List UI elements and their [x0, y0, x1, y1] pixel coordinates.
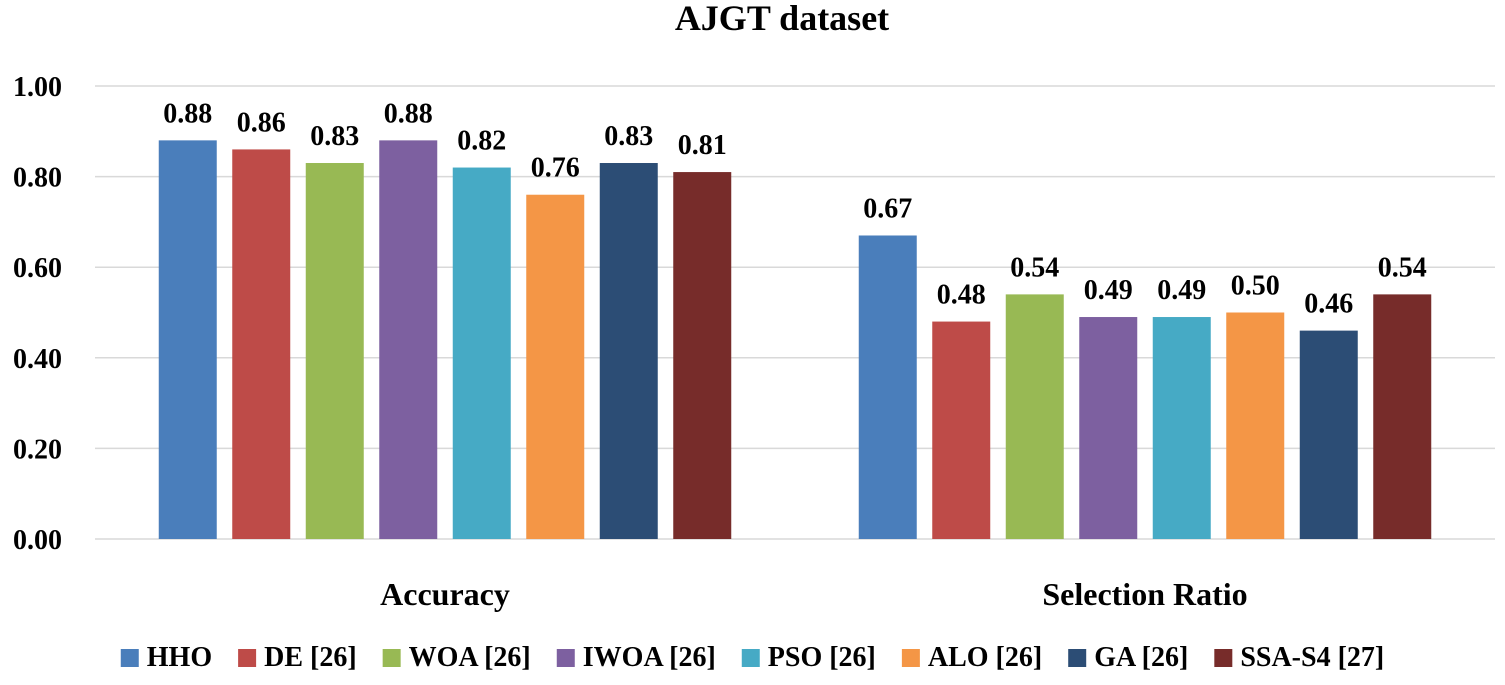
data-label: 0.67 — [863, 193, 912, 224]
legend-swatch — [741, 649, 760, 667]
grid — [95, 85, 1495, 540]
data-label: 0.81 — [678, 130, 727, 161]
legend-swatch — [382, 649, 401, 667]
legend-label: SSA-S4 [27] — [1240, 642, 1384, 673]
legend-item: WOA [26] — [382, 642, 531, 673]
legend-label: ALO [26] — [928, 642, 1042, 673]
legend: HHO DE [26] WOA [26] IWOA [26] PSO [26] ALO [… — [120, 642, 1384, 673]
data-label: 0.50 — [1231, 271, 1280, 302]
legend-label: PSO [26] — [768, 642, 876, 673]
legend-item: GA [26] — [1068, 642, 1188, 673]
legend-item: IWOA [26] — [556, 642, 716, 673]
legend-label: IWOA [26] — [583, 642, 716, 673]
data-label: 0.88 — [163, 98, 212, 129]
y-tick-label: 0.80 — [13, 163, 62, 194]
bar-ssa-s4-27-accuracy — [673, 172, 732, 539]
legend-swatch — [120, 649, 139, 667]
legend-swatch — [901, 649, 920, 667]
bar-woa-26-selection-ratio — [1005, 294, 1064, 539]
bar-ga-26-accuracy — [599, 163, 658, 539]
legend-swatch — [1214, 649, 1233, 667]
legend-item: HHO — [120, 642, 212, 673]
category-labels: Accuracy Selection Ratio — [380, 576, 1248, 612]
bar-pso-26-selection-ratio — [1152, 317, 1211, 539]
y-tick-label: 0.60 — [13, 253, 62, 284]
bar-ga-26-selection-ratio — [1299, 330, 1358, 539]
y-axis-ticks: 0.00 0.20 0.40 0.60 0.80 1.00 — [13, 72, 62, 556]
data-label: 0.86 — [237, 107, 286, 138]
data-label: 0.88 — [384, 98, 433, 129]
legend-item: DE [26] — [238, 642, 357, 673]
category-label: Selection Ratio — [1042, 576, 1247, 612]
data-label: 0.82 — [457, 126, 506, 157]
bar-alo-26-accuracy — [526, 194, 585, 539]
data-label: 0.83 — [310, 121, 359, 152]
legend-swatch — [1068, 649, 1087, 667]
data-label: 0.54 — [1010, 252, 1059, 283]
legend-swatch — [238, 649, 257, 667]
bar-ssa-s4-27-selection-ratio — [1373, 294, 1432, 539]
data-labels: 0.88 0.86 0.83 0.88 0.82 0.76 0.83 0.81 0.67 0.48… — [163, 98, 1427, 319]
y-tick-label: 0.20 — [13, 434, 62, 465]
category-label: Accuracy — [380, 576, 510, 612]
legend-label: DE [26] — [264, 642, 357, 673]
bar-hho-selection-ratio — [858, 235, 917, 540]
legend-label: HHO — [147, 642, 212, 673]
legend-swatch — [556, 649, 575, 667]
bar-hho-accuracy — [158, 140, 217, 540]
data-label: 0.83 — [604, 121, 653, 152]
data-label: 0.54 — [1378, 252, 1427, 283]
bar-de-26-accuracy — [232, 149, 291, 540]
data-label: 0.49 — [1084, 275, 1133, 306]
legend-label: GA [26] — [1094, 642, 1188, 673]
bar-de-26-selection-ratio — [932, 321, 991, 539]
data-label: 0.46 — [1304, 289, 1353, 320]
chart-title: AJGT dataset — [675, 0, 889, 38]
bar-iwoa-26-selection-ratio — [1079, 317, 1138, 539]
legend-label: WOA [26] — [409, 642, 531, 673]
legend-item: PSO [26] — [741, 642, 876, 673]
bar-iwoa-26-accuracy — [379, 140, 438, 540]
data-label: 0.49 — [1157, 275, 1206, 306]
bar-alo-26-selection-ratio — [1226, 312, 1285, 539]
data-label: 0.76 — [531, 153, 580, 184]
legend-item: ALO [26] — [901, 642, 1042, 673]
bar-pso-26-accuracy — [452, 167, 511, 540]
bars — [158, 140, 1432, 540]
legend-item: SSA-S4 [27] — [1214, 642, 1384, 673]
y-tick-label: 1.00 — [13, 72, 62, 103]
data-label: 0.48 — [937, 280, 986, 311]
bar-woa-26-accuracy — [305, 163, 364, 539]
y-tick-label: 0.40 — [13, 344, 62, 375]
y-tick-label: 0.00 — [13, 525, 62, 556]
